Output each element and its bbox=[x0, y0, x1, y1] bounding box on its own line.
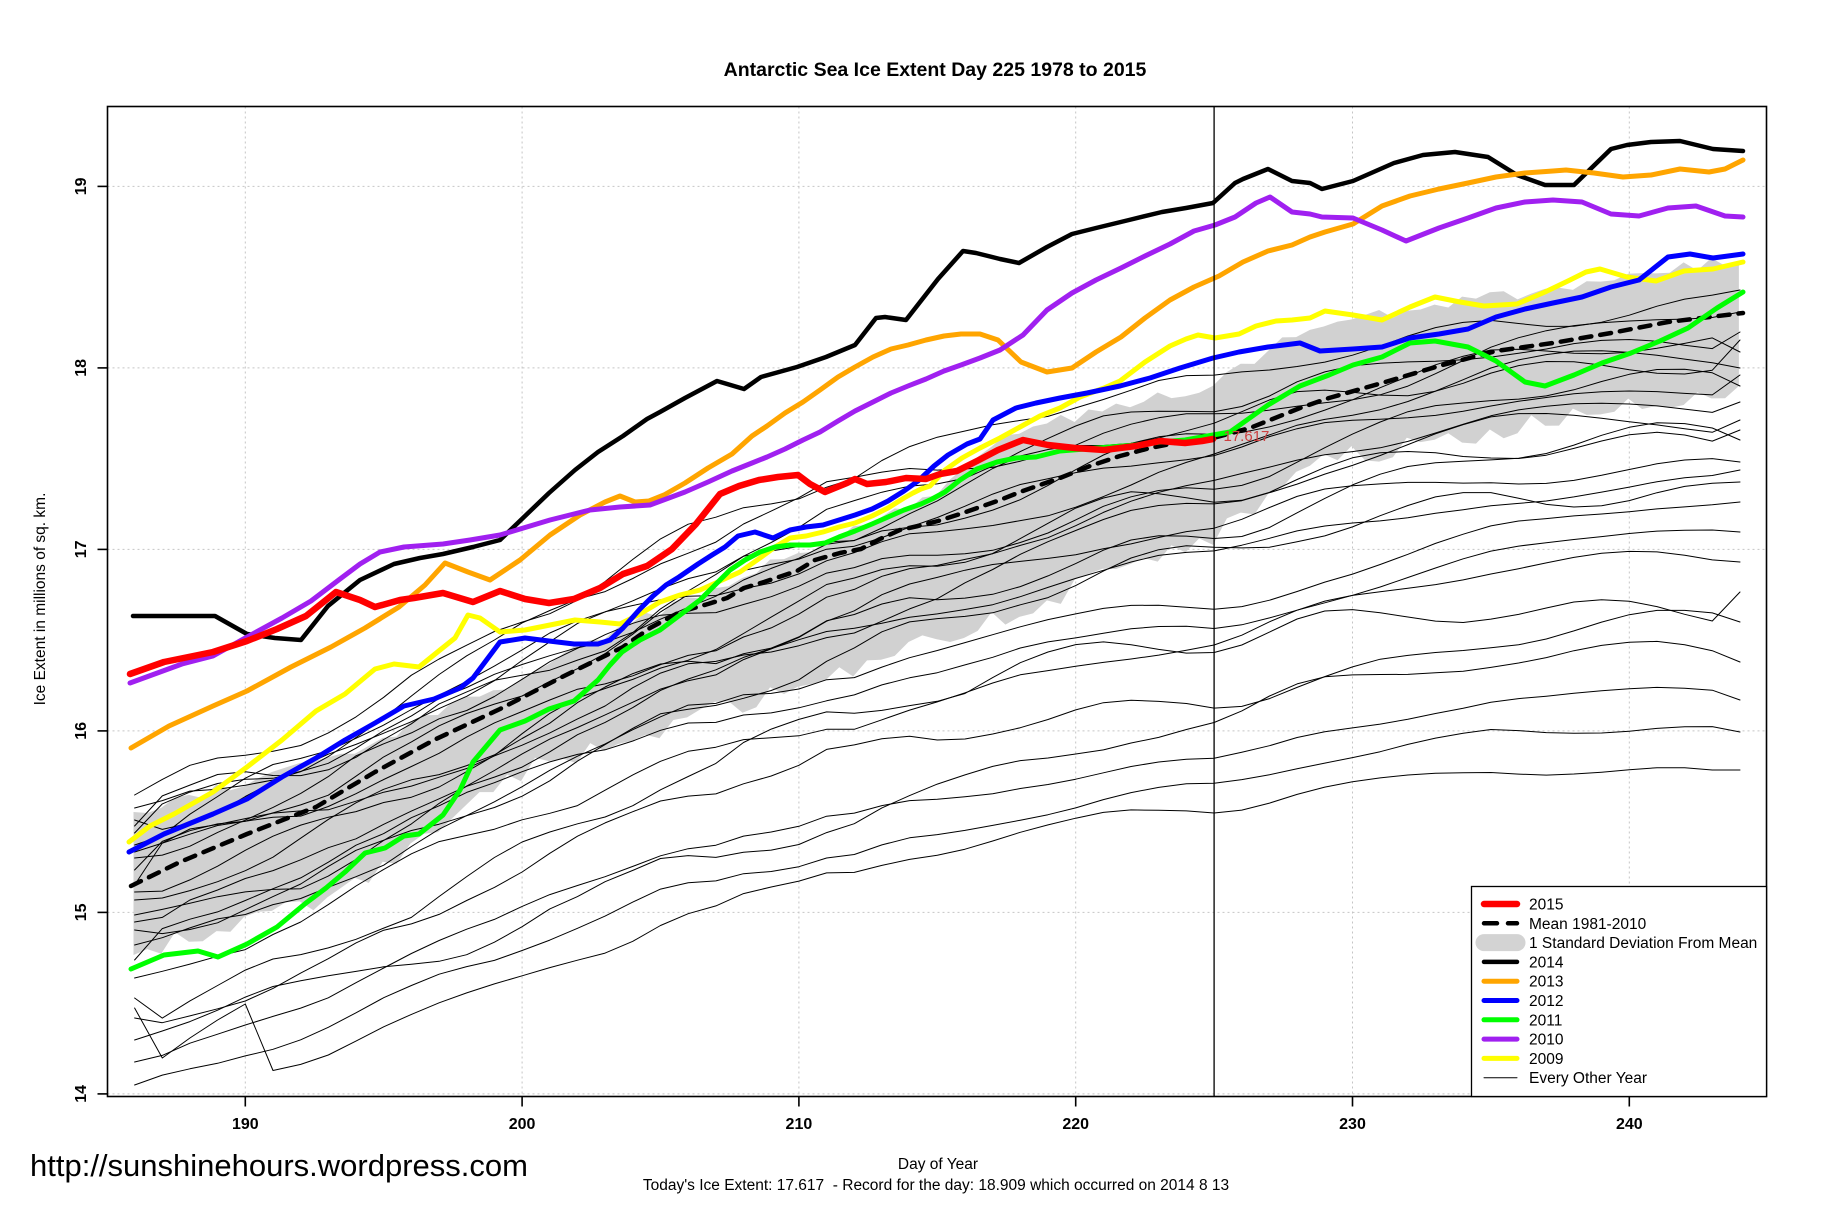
svg-text:2010: 2010 bbox=[1529, 1032, 1564, 1049]
svg-text:17: 17 bbox=[73, 540, 90, 558]
svg-text:2014: 2014 bbox=[1529, 954, 1564, 971]
svg-text:220: 220 bbox=[1062, 1116, 1089, 1133]
svg-text:240: 240 bbox=[1616, 1116, 1643, 1133]
svg-text:190: 190 bbox=[232, 1116, 259, 1133]
svg-text:230: 230 bbox=[1339, 1116, 1366, 1133]
svg-text:14: 14 bbox=[73, 1085, 90, 1103]
svg-text:Every Other Year: Every Other Year bbox=[1529, 1070, 1647, 1087]
svg-text:210: 210 bbox=[786, 1116, 813, 1133]
svg-text:Ice Extent in millions of sq.: Ice Extent in millions of sq. km. bbox=[32, 493, 49, 706]
svg-text:Day of Year: Day of Year bbox=[898, 1156, 978, 1173]
svg-text:2013: 2013 bbox=[1529, 974, 1563, 991]
svg-text:2009: 2009 bbox=[1529, 1051, 1563, 1068]
svg-text:Antarctic Sea Ice Extent Day 2: Antarctic Sea Ice Extent Day 225 1978 to… bbox=[724, 59, 1147, 81]
svg-text:Today's Ice Extent: 17.617 -: Today's Ice Extent: 17.617 - Record for … bbox=[643, 1177, 1229, 1194]
svg-text:16: 16 bbox=[73, 722, 90, 740]
svg-text:18: 18 bbox=[73, 359, 90, 377]
svg-text:1 Standard Deviation From Mean: 1 Standard Deviation From Mean bbox=[1529, 935, 1757, 952]
svg-text:2011: 2011 bbox=[1529, 1012, 1562, 1029]
svg-text:2015: 2015 bbox=[1529, 897, 1563, 914]
svg-text:200: 200 bbox=[509, 1116, 536, 1133]
svg-text:http://sunshinehours.wordpress: http://sunshinehours.wordpress.com bbox=[30, 1148, 528, 1183]
svg-text:2012: 2012 bbox=[1529, 993, 1563, 1010]
svg-text:Mean 1981-2010: Mean 1981-2010 bbox=[1529, 916, 1647, 933]
svg-text:15: 15 bbox=[73, 903, 90, 921]
svg-text:19: 19 bbox=[73, 177, 90, 195]
svg-text:17.617: 17.617 bbox=[1224, 428, 1270, 445]
